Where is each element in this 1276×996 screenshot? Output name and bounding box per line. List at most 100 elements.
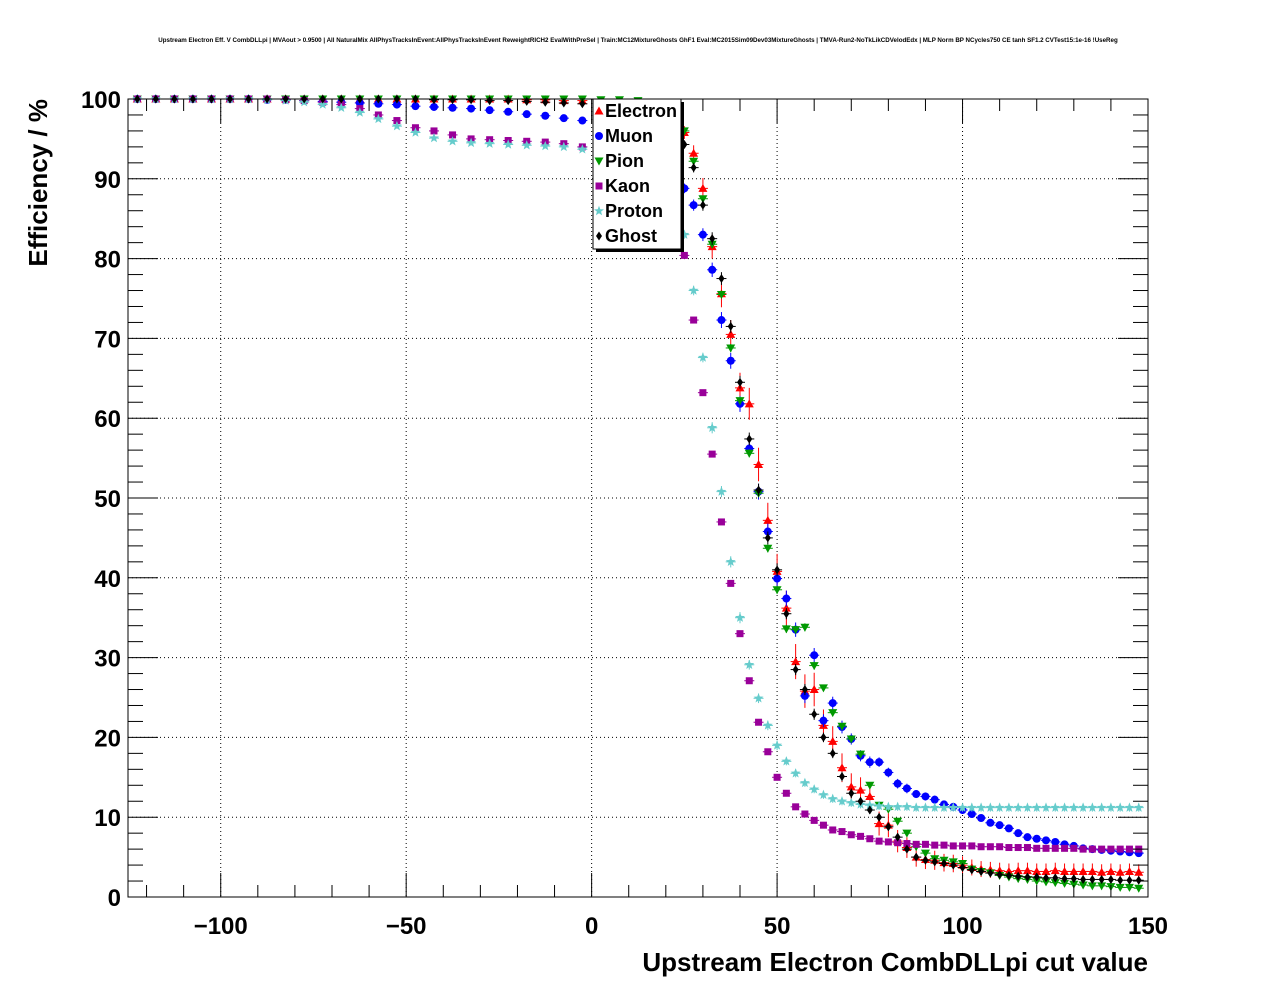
x-tick-label: 150 <box>1128 913 1168 940</box>
data-point <box>846 782 856 791</box>
data-point <box>1115 802 1126 812</box>
data-point <box>977 813 986 822</box>
data-point <box>903 844 910 854</box>
data-point <box>336 102 347 112</box>
data-point <box>781 603 791 612</box>
data-point <box>754 459 764 468</box>
data-point <box>792 665 799 675</box>
x-tick-label: −100 <box>194 913 248 940</box>
data-point <box>903 840 911 848</box>
data-point <box>995 821 1004 830</box>
data-point <box>912 790 921 799</box>
legend: Electron Muon Pion Kaon Proton Ghost <box>592 98 684 252</box>
data-point <box>968 865 975 875</box>
data-point <box>1032 834 1041 843</box>
data-point <box>959 842 967 850</box>
data-point <box>577 144 588 154</box>
data-point <box>579 99 586 109</box>
data-point <box>800 623 810 632</box>
data-point <box>838 828 846 836</box>
data-point <box>801 685 808 695</box>
grid-lines <box>128 99 1148 897</box>
data-point <box>950 860 957 870</box>
data-point <box>1014 844 1022 852</box>
data-point <box>865 791 875 800</box>
data-point <box>1061 874 1068 884</box>
data-point <box>941 858 947 868</box>
data-point <box>781 756 792 766</box>
data-point <box>1116 845 1124 853</box>
data-point <box>1080 874 1087 884</box>
x-tick-label: 50 <box>764 913 791 940</box>
data-point <box>922 855 929 865</box>
data-point <box>884 838 892 846</box>
data-point <box>1105 802 1116 812</box>
data-point <box>977 843 985 851</box>
data-point <box>1031 802 1042 812</box>
data-point <box>505 96 512 106</box>
data-point <box>1059 802 1070 812</box>
data-point <box>829 826 837 834</box>
data-point <box>1124 883 1134 892</box>
data-point <box>996 870 1003 880</box>
data-point <box>837 722 847 731</box>
data-point <box>1042 844 1050 852</box>
data-point <box>837 763 847 772</box>
data-point <box>857 796 864 806</box>
data-point <box>1068 802 1079 812</box>
y-tick-label: 30 <box>94 646 121 673</box>
data-point <box>1115 883 1125 892</box>
data-point <box>1098 874 1105 884</box>
data-point <box>986 818 995 827</box>
data-point <box>1133 802 1144 812</box>
x-tick-label: −50 <box>386 913 427 940</box>
data-point <box>949 842 957 850</box>
legend-label: Ghost <box>605 226 657 246</box>
data-point <box>689 201 698 210</box>
data-point <box>1061 844 1069 852</box>
legend-marker <box>595 182 603 190</box>
data-point <box>727 321 734 331</box>
data-point <box>846 735 856 744</box>
data-point <box>680 251 688 259</box>
data-point <box>846 797 857 808</box>
data-point <box>373 113 384 124</box>
data-point <box>393 117 401 125</box>
data-point <box>921 792 930 801</box>
data-point <box>1051 837 1060 846</box>
data-point <box>1087 866 1097 875</box>
data-point <box>976 802 987 812</box>
data-point <box>727 579 735 587</box>
legend-entry-muon: Muon <box>595 126 653 146</box>
data-point <box>790 768 801 778</box>
data-point <box>708 450 716 458</box>
data-point <box>1087 802 1098 812</box>
data-point <box>1041 866 1051 875</box>
data-point <box>1107 845 1115 853</box>
data-point <box>1124 866 1134 875</box>
data-point <box>902 784 911 793</box>
data-point <box>810 816 818 824</box>
data-point <box>818 789 829 800</box>
data-point <box>791 657 801 666</box>
data-point <box>883 801 894 812</box>
data-point <box>1069 866 1079 875</box>
data-point <box>447 136 458 146</box>
data-point <box>876 812 883 822</box>
data-point <box>1134 867 1144 876</box>
data-point <box>866 805 873 815</box>
data-point <box>466 137 477 148</box>
data-point <box>819 716 828 725</box>
data-point <box>1033 872 1040 882</box>
data-point <box>772 586 782 595</box>
data-point <box>468 95 475 105</box>
legend-entry-proton: Proton <box>594 201 663 221</box>
data-point <box>688 285 699 295</box>
data-point <box>689 148 699 157</box>
data-point <box>699 389 707 397</box>
data-point <box>902 829 912 838</box>
data-point <box>717 316 726 325</box>
data-point <box>430 127 438 135</box>
data-point <box>1107 874 1114 884</box>
legend-entry-kaon: Kaon <box>595 176 650 196</box>
